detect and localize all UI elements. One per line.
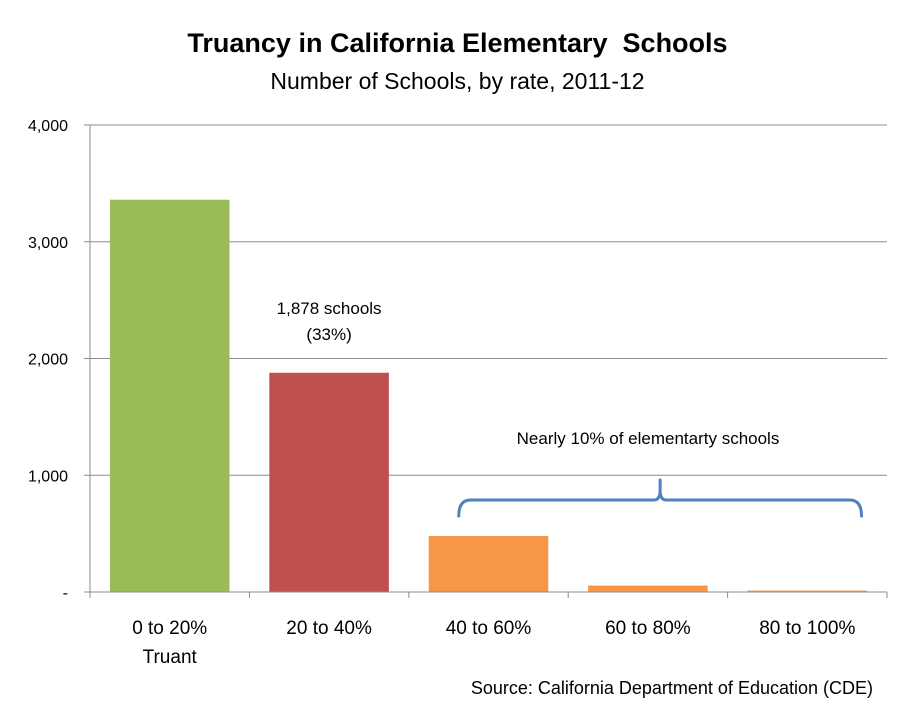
x-tick-label: 80 to 100% xyxy=(759,618,855,639)
y-tick-label: 3,000 xyxy=(28,235,68,252)
chart-subtitle: Number of Schools, by rate, 2011-12 xyxy=(270,68,645,94)
y-tick-label: - xyxy=(63,585,68,602)
x-tick-label: 40 to 60% xyxy=(446,618,532,639)
y-tick-label: 2,000 xyxy=(28,352,68,369)
x-tick-label: 20 to 40% xyxy=(286,618,372,639)
bar xyxy=(588,585,708,592)
bar xyxy=(109,199,230,592)
y-tick-label: 4,000 xyxy=(28,118,68,135)
bracket xyxy=(457,478,864,518)
chart-title: Truancy in California Elementary Schools xyxy=(187,28,728,58)
bar-annotation: 1,878 schools (33%) xyxy=(277,299,382,344)
bar xyxy=(747,590,868,592)
x-tick-label: 0 to 20% Truant xyxy=(132,618,207,668)
x-tick-label: 60 to 80% xyxy=(605,618,691,639)
bracket-annotation: Nearly 10% of elementarty schools xyxy=(517,429,780,448)
bar xyxy=(428,535,549,592)
bar xyxy=(269,372,389,592)
source-note: Source: California Department of Educati… xyxy=(470,678,873,698)
y-tick-label: 1,000 xyxy=(28,468,68,485)
